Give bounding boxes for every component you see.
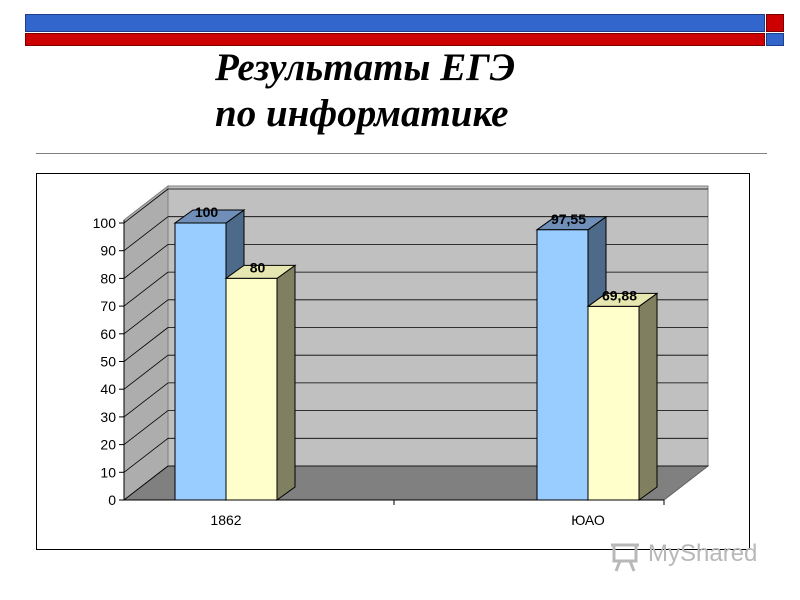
gridline-side <box>123 216 169 252</box>
gridline-side <box>123 244 169 279</box>
gridline-side <box>123 354 169 390</box>
bar-chart: 0 10 20 30 40 50 60 70 80 90 100 100 80 1862 97,55 69,8… <box>93 184 710 528</box>
y-tick-label: 40 <box>100 381 116 397</box>
y-tick-label: 20 <box>100 437 116 453</box>
slide-title-line1: Результаты ЕГЭ <box>215 46 516 89</box>
y-tick-label: 100 <box>93 215 117 231</box>
gridline-side <box>123 188 169 224</box>
y-tick-label: 0 <box>108 492 116 508</box>
gridline-side <box>123 299 169 335</box>
data-label: 80 <box>250 259 266 275</box>
x-tick-label: ЮАО <box>571 512 605 528</box>
data-label: 97,55 <box>551 211 586 227</box>
data-label: 69,88 <box>602 287 637 303</box>
y-tick-label: 30 <box>100 409 116 425</box>
bar <box>587 305 640 501</box>
header-decor-square-blue <box>766 33 784 46</box>
x-tick-label: 1862 <box>210 512 241 528</box>
gridline-side <box>123 271 169 307</box>
bar-side <box>638 292 658 501</box>
data-label: 100 <box>195 204 219 220</box>
watermark-text: MyShared <box>648 540 758 567</box>
y-tick-label: 60 <box>100 326 116 342</box>
title-divider <box>36 153 767 154</box>
y-tick-label: 50 <box>100 354 116 370</box>
gridline-side <box>123 465 169 501</box>
gridline-side <box>123 382 169 418</box>
header-decor-bar-blue <box>25 14 765 32</box>
bar <box>225 277 278 501</box>
y-tick-label: 80 <box>100 270 116 286</box>
header-decor-square-red <box>766 14 784 32</box>
bar-side <box>276 264 296 501</box>
gridline-side <box>123 327 169 362</box>
presentation-board-icon <box>611 543 639 572</box>
chart-side-wall <box>123 184 169 502</box>
y-tick-label: 10 <box>100 464 116 480</box>
watermark: MyShared <box>608 537 778 573</box>
y-tick-label: 70 <box>100 298 116 314</box>
gridline-side <box>123 437 169 473</box>
bar <box>536 229 589 501</box>
gridline-side <box>123 410 169 445</box>
slide-title-line2: по информатике <box>215 92 509 135</box>
y-tick-label: 90 <box>100 243 116 259</box>
bar <box>174 222 227 501</box>
slide-title: Результаты ЕГЭ по информатике <box>215 45 755 137</box>
header-decor-bar-red <box>25 33 765 46</box>
